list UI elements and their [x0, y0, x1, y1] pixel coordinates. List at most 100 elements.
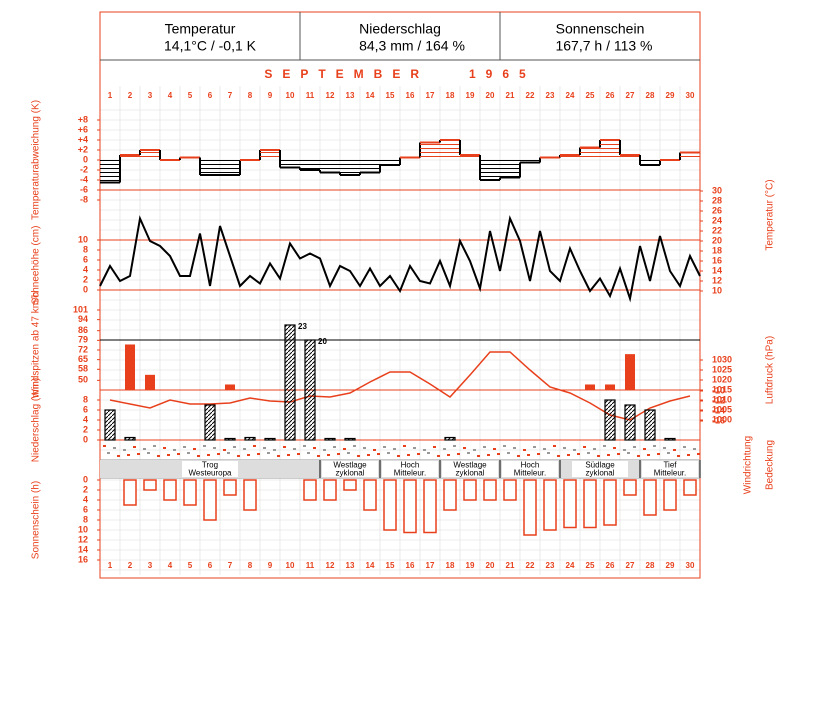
- deviation-fill: [620, 155, 640, 160]
- wind-dot: [203, 445, 206, 447]
- data-line: [109, 351, 691, 421]
- deviation-fill: [680, 152, 700, 160]
- day-label: 10: [286, 91, 295, 100]
- cloud-dot: [357, 455, 360, 457]
- sunshine-bar: [223, 479, 237, 496]
- wind-dot: [103, 445, 106, 447]
- weather-label: zyklonal: [456, 469, 485, 478]
- day-label: 4: [168, 561, 173, 570]
- day-label: 5: [188, 561, 193, 570]
- y-tick-label: 0: [83, 284, 88, 294]
- cloud-dot: [627, 452, 630, 454]
- y-tick-label: 4: [83, 264, 88, 274]
- wind-dot: [153, 445, 156, 447]
- y-tick-label: 22: [712, 225, 722, 235]
- y-tick-label: 0: [83, 154, 88, 164]
- cloud-dot: [667, 452, 670, 454]
- axis-title: Luftdruck (hPa): [765, 336, 776, 404]
- wind-dot: [683, 446, 686, 448]
- day-label: 24: [566, 561, 575, 570]
- sunshine-bar: [183, 479, 197, 506]
- day-label: 24: [566, 91, 575, 100]
- precip-bar: [124, 436, 136, 441]
- wind-dot: [323, 449, 326, 451]
- precip-bar: [664, 437, 676, 441]
- day-label: 28: [646, 561, 655, 570]
- header-value: 167,7 h / 113 %: [555, 38, 652, 54]
- bar: [605, 384, 615, 390]
- wind-dot: [473, 449, 476, 451]
- wind-dot: [543, 448, 546, 450]
- wind-dot: [193, 448, 196, 450]
- day-label: 16: [406, 561, 415, 570]
- day-label: 2: [128, 91, 133, 100]
- day-label: 17: [426, 561, 435, 570]
- sunshine-bar: [123, 479, 137, 506]
- cloud-dot: [297, 453, 300, 455]
- day-label: 7: [228, 91, 233, 100]
- cloud-dot: [117, 455, 120, 457]
- y-tick-label: 1025: [712, 364, 732, 374]
- wind-dot: [393, 448, 396, 450]
- wind-dot: [233, 446, 236, 448]
- axis-title: Temperatur (°C): [765, 179, 776, 250]
- wind-dot: [133, 446, 136, 448]
- day-label: 30: [686, 561, 695, 570]
- wind-dot: [343, 448, 346, 450]
- cloud-dot: [197, 455, 200, 457]
- deviation-fill: [540, 157, 560, 160]
- bar: [585, 384, 595, 390]
- cloud-dot: [207, 454, 210, 456]
- sunshine-bar: [303, 479, 317, 501]
- y-tick-label: 2: [83, 484, 88, 494]
- cloud-dot: [307, 452, 310, 454]
- wind-dot: [143, 448, 146, 450]
- precip-bar: [324, 437, 336, 441]
- day-label: 14: [366, 561, 375, 570]
- cloud-dot: [527, 454, 530, 456]
- day-label: 13: [346, 91, 355, 100]
- deviation-fill: [580, 147, 600, 160]
- y-tick-label: 26: [712, 205, 722, 215]
- day-label: 30: [686, 91, 695, 100]
- y-tick-label: 14: [712, 265, 722, 275]
- wind-dot: [303, 445, 306, 447]
- wind-dot: [593, 448, 596, 450]
- bar: [145, 374, 155, 390]
- cloud-dot: [137, 453, 140, 455]
- y-tick-label: 1000: [712, 414, 732, 424]
- cloud-dot: [687, 454, 690, 456]
- y-tick-label: -6: [80, 184, 88, 194]
- day-label: 5: [188, 91, 193, 100]
- wind-dot: [263, 447, 266, 449]
- day-label: 16: [406, 91, 415, 100]
- axis-title: Sonnenschein (h): [31, 481, 42, 559]
- cloud-dot: [587, 452, 590, 454]
- deviation-fill: [340, 160, 360, 175]
- y-tick-label: 10: [712, 285, 722, 295]
- day-label: 22: [526, 561, 535, 570]
- cloud-dot: [147, 452, 150, 454]
- cloud-dot: [387, 452, 390, 454]
- y-tick-label: 12: [78, 534, 88, 544]
- cloud-dot: [467, 452, 470, 454]
- precip-bar: [284, 324, 296, 441]
- cloud-dot: [187, 452, 190, 454]
- day-label: 19: [466, 561, 475, 570]
- deviation-fill: [520, 160, 540, 163]
- day-label: 12: [326, 91, 335, 100]
- precip-bar: [204, 404, 216, 441]
- sunshine-bar: [543, 479, 557, 531]
- y-tick-label: 8: [83, 394, 88, 404]
- deviation-fill: [300, 160, 320, 170]
- wind-dot: [433, 446, 436, 448]
- wind-dot: [553, 445, 556, 447]
- y-tick-label: 1005: [712, 404, 732, 414]
- precip-bar: [444, 436, 456, 441]
- sunshine-bar: [383, 479, 397, 531]
- deviation-fill: [480, 160, 500, 180]
- y-tick-label: 1010: [712, 394, 732, 404]
- cloud-dot: [677, 455, 680, 457]
- cloud-dot: [437, 455, 440, 457]
- cloud-dot: [617, 453, 620, 455]
